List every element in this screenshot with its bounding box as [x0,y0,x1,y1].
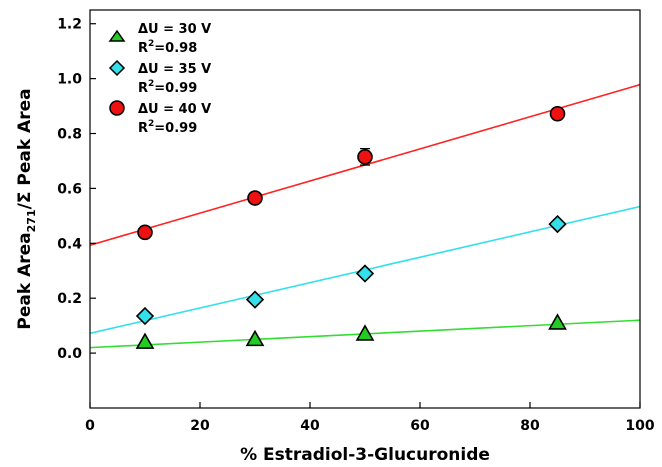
circle-point [357,149,373,165]
legend-r2-30v: R2=0.98 [138,39,197,56]
diamond-point [548,214,567,234]
x-axis-title: % Estradiol-3-Glucuronide [240,445,490,465]
y-tick-label: 1.2 [57,17,82,33]
plot-area-frame [89,9,641,409]
x-tick-label: 60 [410,418,430,434]
triangle-point [355,324,375,341]
legend: ΔU = 30 V R2=0.98 ΔU = 35 V R2=0.99 ΔU =… [108,22,211,136]
legend-label-30v: ΔU = 30 V [138,22,211,37]
legend-item-35v: ΔU = 35 V R2=0.99 [108,59,211,96]
x-tick-label: 40 [300,418,320,434]
circle-point [137,224,153,241]
x-tick-label: 0 [85,418,95,434]
legend-r2-35v: R2=0.99 [138,79,197,96]
y-axis-title-subscript: 271 [25,209,38,232]
diamond-point [245,290,265,309]
legend-triangle-marker [108,29,126,42]
x-axis: 0 20 40 60 80 100 [85,402,655,434]
y-axis: 0.0 0.2 0.4 0.6 0.8 1.0 1.2 [57,17,96,362]
diamond-point [135,306,155,326]
y-tick-label: 0.2 [57,291,82,307]
legend-label-40v: ΔU = 40 V [138,102,211,117]
x-tick-label: 20 [190,418,210,434]
y-tick-label: 0.4 [57,236,82,252]
circle-point [549,105,566,122]
triangle-point [245,329,265,347]
legend-diamond-marker [108,59,126,77]
y-tick-label: 1.0 [57,72,82,88]
y-axis-title: Peak Area271/Σ Peak Area [15,88,38,329]
circle-point [247,190,263,206]
triangle-point [135,332,155,349]
legend-r2-40v: R2=0.99 [138,119,197,136]
legend-item-30v: ΔU = 30 V R2=0.98 [108,22,211,56]
legend-label-35v: ΔU = 35 V [138,62,211,77]
y-tick-label: 0.6 [57,181,82,197]
legend-circle-marker [109,100,125,116]
diamond-point [355,264,375,283]
x-tick-label: 100 [625,418,654,434]
y-tick-label: 0.0 [57,346,82,362]
y-tick-label: 0.8 [57,127,82,143]
data-points [135,105,567,349]
legend-item-40v: ΔU = 40 V R2=0.99 [109,100,211,136]
y-axis-title-rest: /Σ Peak Area [15,88,35,209]
x-tick-label: 80 [520,418,540,434]
y-axis-title-main: Peak Area [15,232,35,329]
triangle-point [548,313,567,330]
